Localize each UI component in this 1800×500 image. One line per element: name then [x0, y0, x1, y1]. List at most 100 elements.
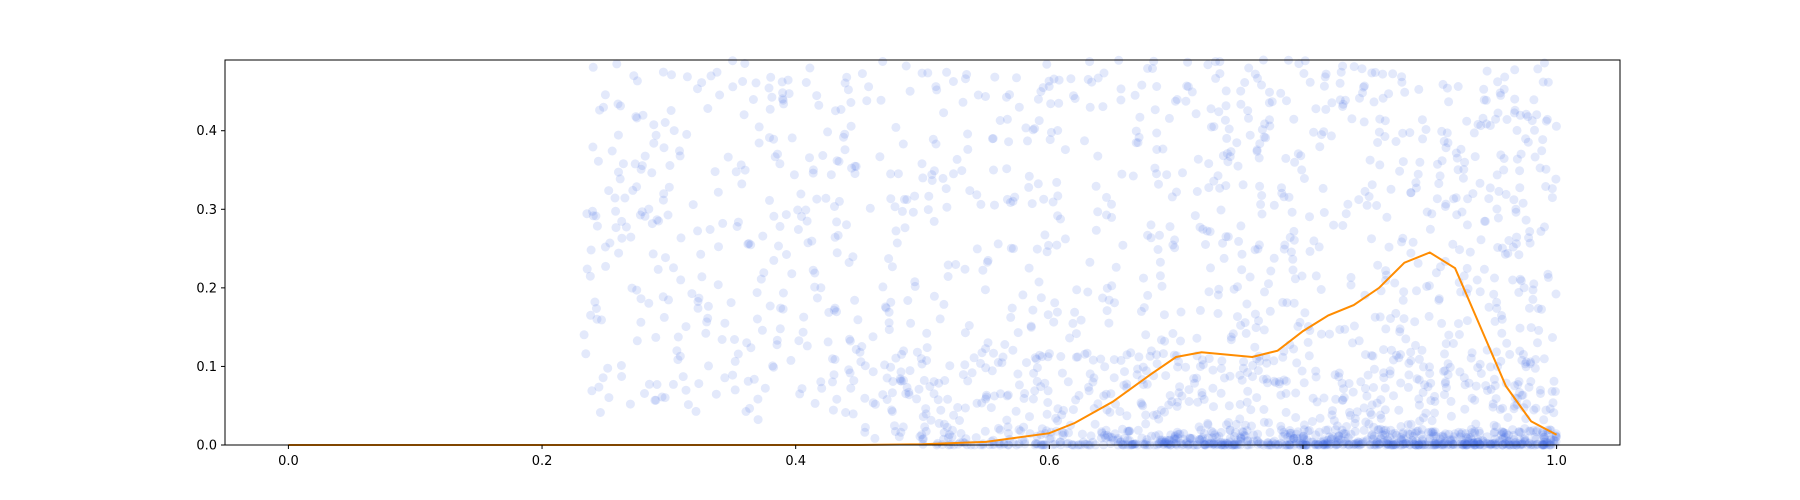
scatter-point — [1526, 426, 1535, 436]
scatter-point — [1424, 281, 1434, 291]
scatter-point — [1367, 410, 1376, 420]
scatter-point — [1444, 97, 1454, 107]
scatter-point — [1466, 433, 1475, 443]
scatter-point — [1351, 438, 1361, 448]
scatter-point — [1048, 197, 1058, 207]
scatter-point — [949, 410, 959, 420]
scatter-point — [1184, 397, 1194, 406]
scatter-point — [830, 202, 839, 211]
scatter-point — [647, 219, 657, 229]
scatter-point — [1375, 114, 1385, 124]
scatter-point — [1265, 87, 1274, 97]
scatter-point — [929, 291, 939, 301]
scatter-point — [1229, 439, 1239, 449]
scatter-point — [981, 392, 991, 402]
scatter-point — [1214, 107, 1224, 117]
scatter-point — [896, 367, 906, 377]
scatter-point — [1338, 61, 1348, 71]
scatter-point — [928, 134, 938, 144]
scatter-point — [630, 159, 640, 169]
scatter-point — [1369, 422, 1379, 432]
scatter-point — [635, 210, 645, 220]
scatter-point — [1130, 439, 1140, 449]
scatter-point — [1099, 68, 1109, 78]
scatter-point — [1238, 427, 1248, 437]
scatter-point — [942, 67, 952, 77]
scatter-point — [936, 405, 946, 415]
scatter-point — [1364, 419, 1374, 429]
scatter-point — [1279, 427, 1289, 437]
scatter-point — [1530, 125, 1539, 135]
scatter-point — [843, 85, 853, 95]
scatter-point — [1383, 435, 1393, 445]
scatter-point — [1435, 434, 1445, 444]
scatter-point — [1157, 435, 1167, 445]
scatter-point — [1230, 432, 1239, 441]
scatter-point — [912, 394, 922, 404]
scatter-point — [1380, 383, 1390, 393]
scatter-point — [1024, 263, 1034, 273]
scatter-point — [1285, 232, 1295, 242]
scatter-point — [1185, 439, 1195, 449]
scatter-point — [1441, 383, 1451, 393]
scatter-point — [1447, 439, 1457, 448]
scatter-point — [1358, 88, 1367, 98]
scatter-point — [1399, 287, 1409, 297]
scatter-point — [1367, 180, 1377, 190]
scatter-point — [1362, 391, 1372, 401]
scatter-point — [1349, 439, 1359, 449]
scatter-point — [1185, 433, 1195, 443]
scatter-point — [1376, 424, 1386, 434]
scatter-point — [1516, 428, 1526, 437]
scatter-point — [1002, 114, 1012, 124]
scatter-point — [884, 254, 894, 264]
scatter-point — [1514, 377, 1524, 387]
scatter-point — [1373, 425, 1383, 435]
scatter-point — [1084, 382, 1093, 392]
scatter-point — [1240, 431, 1250, 441]
scatter-point — [1417, 439, 1427, 448]
scatter-point — [1510, 94, 1520, 104]
scatter-point — [1411, 178, 1421, 188]
scatter-point — [611, 223, 621, 233]
scatter-point — [1473, 119, 1483, 129]
scatter-point — [1005, 90, 1014, 100]
scatter-point — [1475, 439, 1485, 449]
scatter-point — [1216, 427, 1226, 437]
scatter-point — [765, 195, 774, 205]
scatter-point — [1264, 279, 1273, 289]
scatter-point — [902, 195, 912, 205]
scatter-point — [1381, 324, 1391, 334]
scatter-point — [1267, 97, 1277, 107]
scatter-point — [579, 330, 589, 340]
scatter-point — [590, 297, 600, 307]
scatter-point — [1220, 115, 1230, 125]
scatter-point — [1091, 181, 1101, 191]
scatter-point — [1497, 314, 1507, 324]
scatter-point — [1395, 327, 1405, 337]
scatter-point — [1171, 96, 1180, 106]
scatter-point — [1237, 249, 1247, 259]
scatter-point — [1536, 389, 1545, 398]
scatter-point — [1269, 436, 1279, 446]
scatter-point — [1509, 195, 1519, 205]
scatter-point — [1214, 284, 1224, 294]
scatter-point — [976, 199, 986, 209]
scatter-point — [778, 95, 788, 105]
scatter-point — [1348, 387, 1358, 397]
scatter-point — [1160, 407, 1169, 417]
scatter-point — [924, 191, 934, 201]
scatter-point — [1169, 434, 1179, 443]
scatter-point — [1379, 373, 1389, 383]
scatter-point — [1289, 344, 1299, 354]
scatter-point — [1283, 432, 1293, 442]
scatter-point — [1158, 349, 1168, 359]
scatter-point — [1441, 377, 1451, 387]
scatter-point — [1236, 433, 1246, 443]
scatter-point — [1510, 401, 1519, 411]
scatter-point — [1101, 389, 1111, 399]
scatter-point — [1002, 92, 1011, 102]
scatter-point — [1152, 410, 1162, 419]
scatter-point — [797, 212, 806, 221]
scatter-point — [1097, 427, 1107, 437]
